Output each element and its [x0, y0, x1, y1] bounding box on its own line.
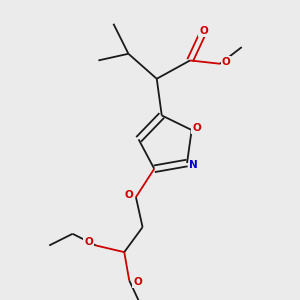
Text: O: O	[199, 26, 208, 36]
Text: O: O	[84, 237, 93, 247]
Text: O: O	[124, 190, 133, 200]
Text: O: O	[222, 57, 230, 67]
Text: O: O	[192, 123, 201, 134]
Text: O: O	[133, 277, 142, 287]
Text: N: N	[189, 160, 198, 170]
